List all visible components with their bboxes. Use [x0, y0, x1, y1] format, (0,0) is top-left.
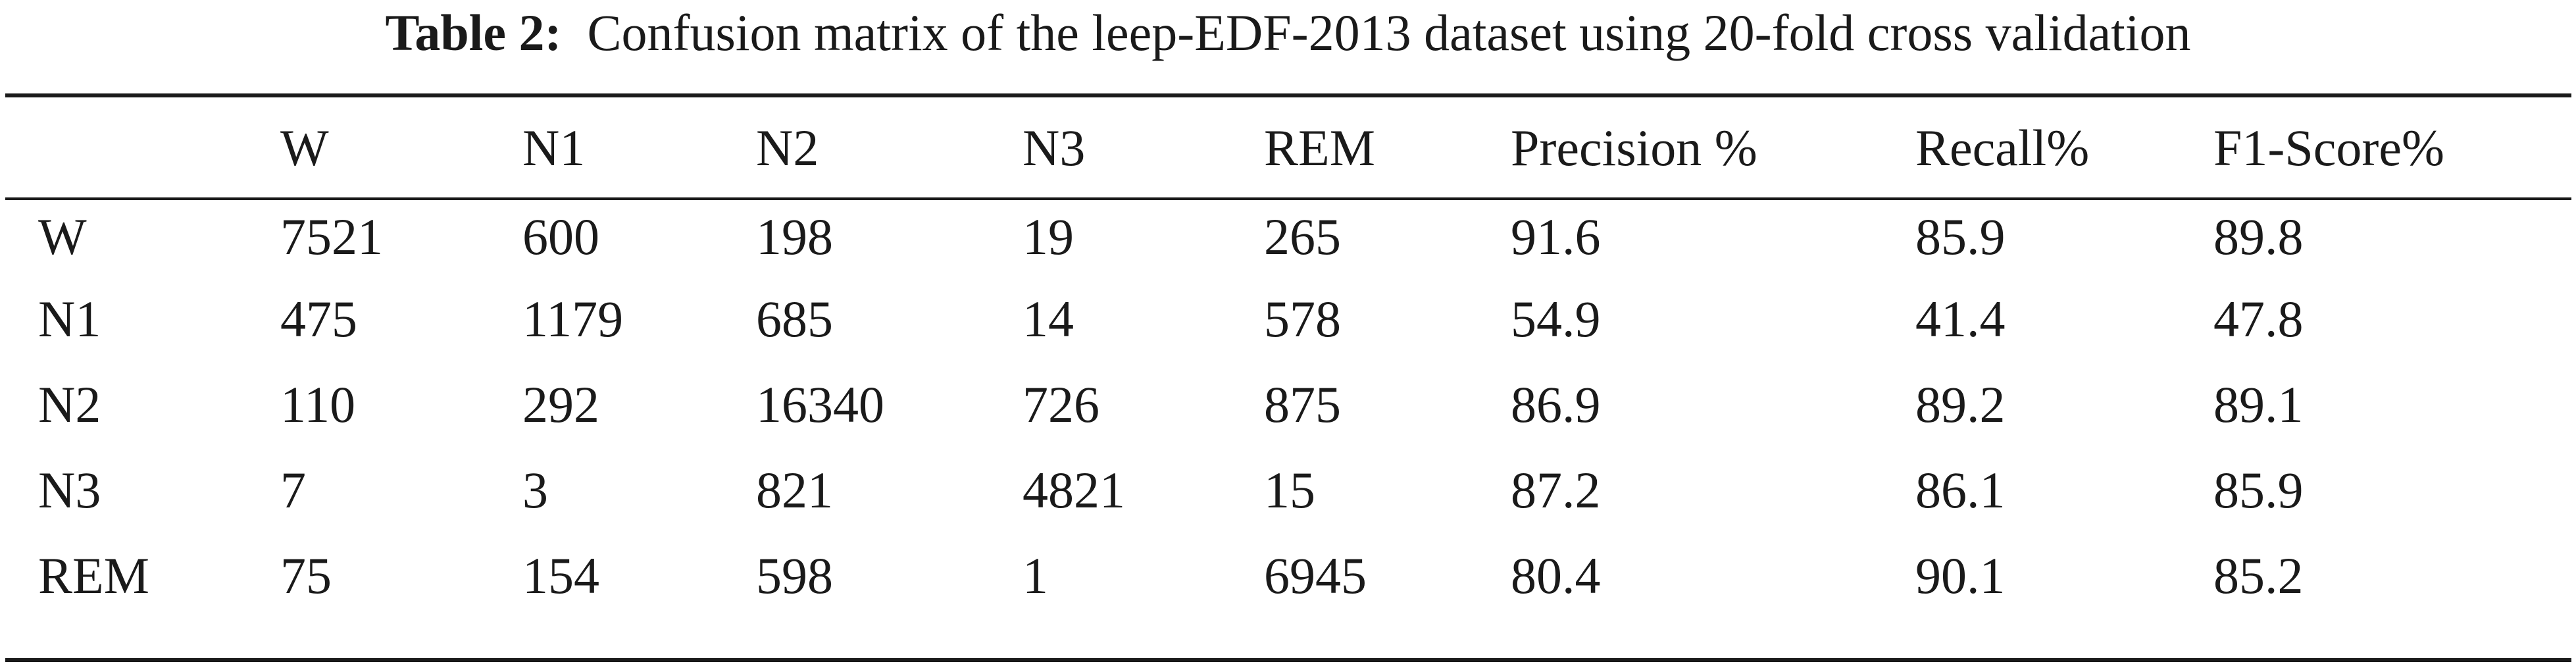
table-cell: 265 [1264, 208, 1341, 265]
table-cell: 598 [756, 547, 833, 604]
table-cell: 578 [1264, 290, 1341, 347]
table-top-rule [5, 93, 2571, 97]
table-cell: 1179 [522, 290, 624, 347]
table-caption-text: Confusion matrix of the leep-EDF-2013 da… [587, 4, 2191, 61]
table-row: N3 7 3 821 4821 15 87.2 86.1 85.9 [38, 448, 2542, 533]
table-cell: 154 [522, 547, 599, 604]
table-row: REM 75 154 598 1 6945 80.4 90.1 85.2 [38, 533, 2542, 619]
table-cell: 110 [280, 376, 356, 433]
table-cell: 198 [756, 208, 833, 265]
table-cell: 87.2 [1511, 461, 1601, 519]
table-cell: 600 [522, 208, 599, 265]
table-cell: 875 [1264, 376, 1341, 433]
header-cell-rem: REM [1264, 119, 1376, 176]
table-bottom-rule [5, 658, 2571, 662]
header-cell-precision: Precision % [1511, 119, 1757, 176]
table-cell: 47.8 [2213, 290, 2304, 347]
table-cell: 15 [1264, 461, 1315, 519]
table-cell: 89.2 [1915, 376, 2006, 433]
header-cell-n3: N3 [1023, 119, 1086, 176]
table-cell: 89.1 [2213, 376, 2304, 433]
row-label-cell: N3 [38, 461, 101, 519]
table-cell: 85.9 [2213, 461, 2304, 519]
table-header-row: W N1 N2 N3 REM Precision % Recall% F1-Sc… [38, 105, 2542, 191]
table-cell: 475 [280, 290, 357, 347]
table-cell: 726 [1023, 376, 1099, 433]
table-row: W 7521 600 198 19 265 91.6 85.9 89.8 [38, 191, 2542, 276]
table-cell: 3 [522, 461, 548, 519]
header-cell-recall: Recall% [1915, 119, 2090, 176]
table-cell: 41.4 [1915, 290, 2006, 347]
table-cell: 91.6 [1511, 208, 1601, 265]
row-label-cell: N1 [38, 290, 101, 347]
header-cell-corner [38, 105, 280, 191]
table-cell: 7521 [280, 208, 383, 265]
table-cell: 19 [1023, 208, 1074, 265]
table-row: N1 475 1179 685 14 578 54.9 41.4 47.8 [38, 276, 2542, 362]
table-cell: 821 [756, 461, 833, 519]
header-cell-n2: N2 [756, 119, 819, 176]
table-cell: 86.9 [1511, 376, 1601, 433]
table-cell: 80.4 [1511, 547, 1601, 604]
row-label-cell: REM [38, 547, 150, 604]
table-cell: 86.1 [1915, 461, 2006, 519]
table-cell: 7 [280, 461, 306, 519]
table-cell: 90.1 [1915, 547, 2006, 604]
table-cell: 1 [1023, 547, 1048, 604]
table-cell: 16340 [756, 376, 884, 433]
table-cell: 85.9 [1915, 208, 2006, 265]
table-cell: 75 [280, 547, 332, 604]
row-label-cell: N2 [38, 376, 101, 433]
table-cell: 85.2 [2213, 547, 2304, 604]
table-cell: 685 [756, 290, 833, 347]
table-cell: 54.9 [1511, 290, 1601, 347]
table-cell: 14 [1023, 290, 1074, 347]
table-cell: 292 [522, 376, 599, 433]
table-row: N2 110 292 16340 726 875 86.9 89.2 89.1 [38, 362, 2542, 448]
header-cell-f1-score: F1-Score% [2213, 119, 2444, 176]
header-cell-n1: N1 [522, 119, 586, 176]
row-label-cell: W [38, 208, 87, 265]
confusion-matrix-table: W N1 N2 N3 REM Precision % Recall% F1-Sc… [38, 105, 2542, 619]
table-caption-label: Table 2: [385, 4, 562, 61]
table-cell: 4821 [1023, 461, 1125, 519]
table-caption: Table 2: Confusion matrix of the leep-ED… [0, 0, 2576, 72]
table-header-rule [5, 197, 2571, 200]
table-cell: 89.8 [2213, 208, 2304, 265]
header-cell-w: W [280, 119, 329, 176]
table-cell: 6945 [1264, 547, 1367, 604]
